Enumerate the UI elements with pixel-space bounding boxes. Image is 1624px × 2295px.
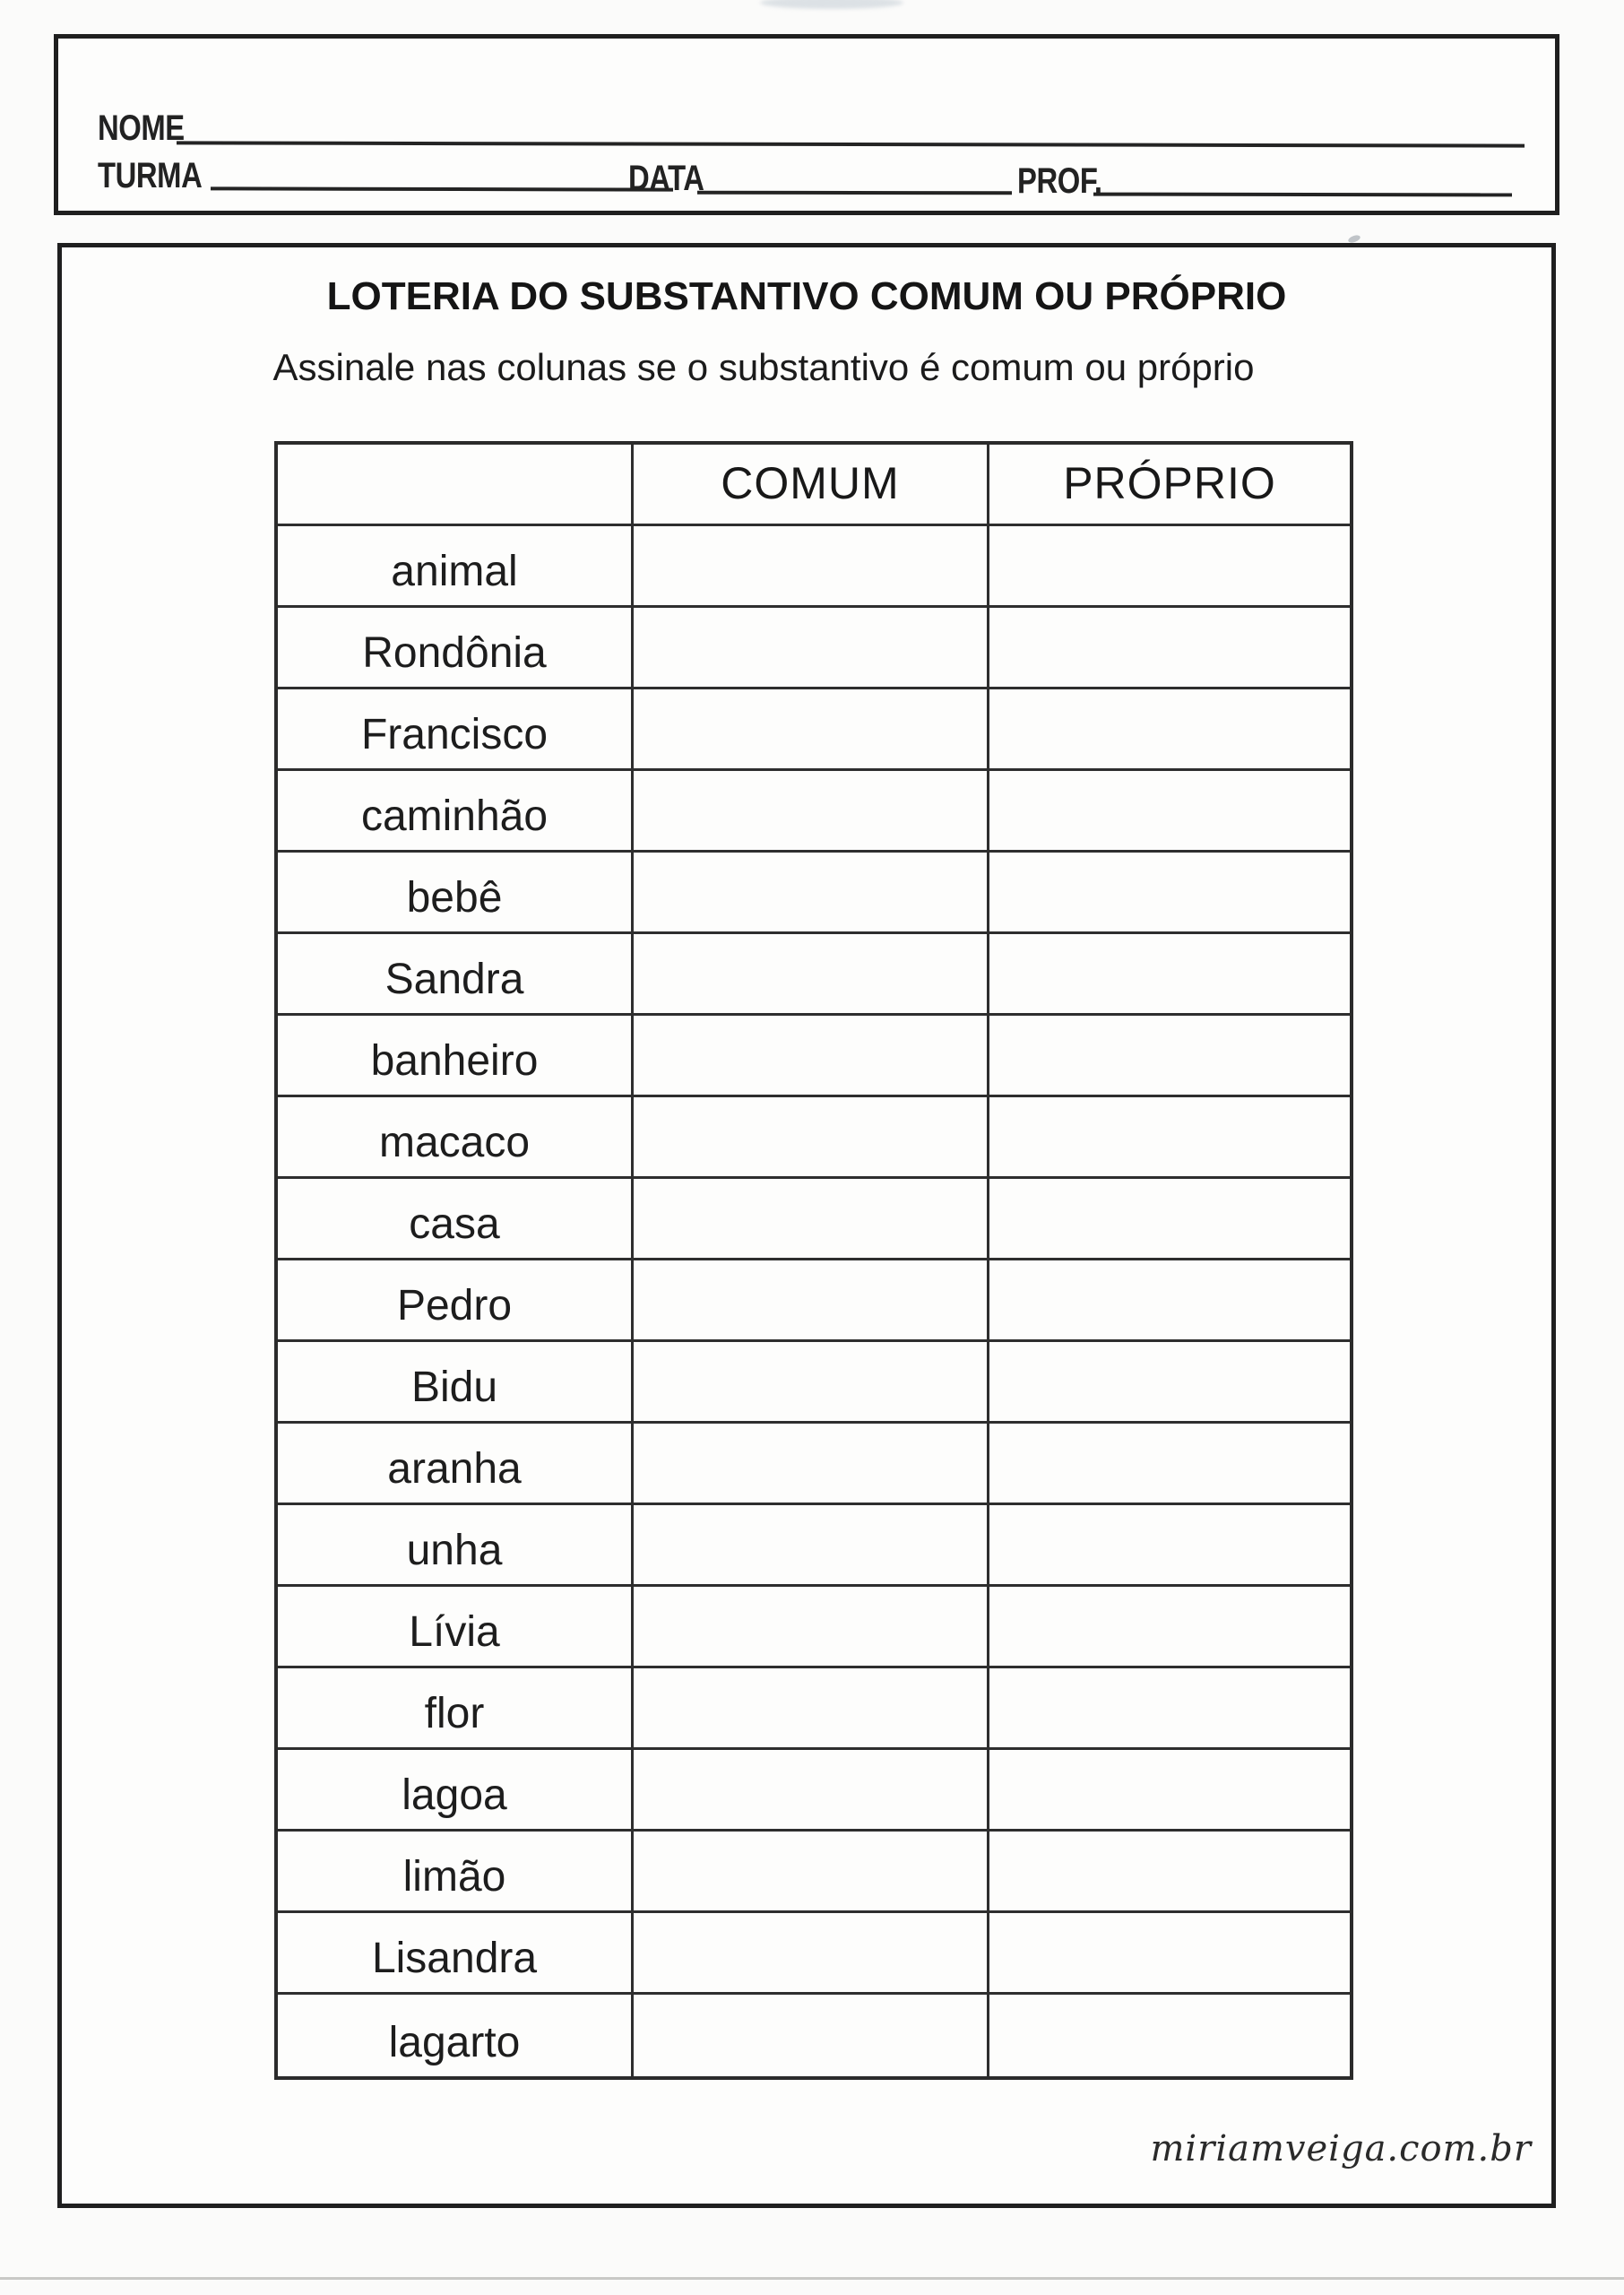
comum-answer-cell xyxy=(634,1505,989,1587)
date-blank-line xyxy=(696,190,1013,195)
lottery-table: COMUM PRÓPRIO animal Rondônia Francisco … xyxy=(274,441,1353,2080)
proprio-answer-cell xyxy=(989,1668,1350,1750)
proprio-answer-cell xyxy=(989,608,1350,689)
proprio-answer-cell xyxy=(989,1179,1350,1260)
word-cell: Francisco xyxy=(278,689,634,771)
proprio-answer-cell xyxy=(989,771,1350,853)
proprio-answer-cell xyxy=(989,1097,1350,1179)
proprio-answer-cell xyxy=(989,1832,1350,1913)
word-column-header xyxy=(278,445,634,526)
proprio-column-header: PRÓPRIO xyxy=(989,445,1350,526)
comum-answer-cell xyxy=(634,934,989,1016)
comum-answer-cell xyxy=(634,1913,989,1995)
word-cell: unha xyxy=(278,1505,634,1587)
proprio-answer-cell xyxy=(989,934,1350,1016)
proprio-answer-cell xyxy=(989,526,1350,608)
page-edge-line xyxy=(0,2277,1624,2280)
comum-answer-cell xyxy=(634,526,989,608)
comum-answer-cell xyxy=(634,1832,989,1913)
comum-answer-cell xyxy=(634,689,989,771)
worksheet-title: LOTERIA DO SUBSTANTIVO COMUM OU PRÓPRIO xyxy=(326,274,1287,318)
site-watermark: miriamveiga.com.br xyxy=(1150,2128,1532,2169)
comum-answer-cell xyxy=(634,1668,989,1750)
word-cell: lagarto xyxy=(278,1995,634,2076)
class-blank-line xyxy=(210,186,674,192)
name-blank-line xyxy=(176,141,1525,148)
comum-answer-cell xyxy=(634,1179,989,1260)
proprio-answer-cell xyxy=(989,1995,1350,2076)
comum-answer-cell xyxy=(634,853,989,934)
word-cell: banheiro xyxy=(278,1016,634,1097)
comum-answer-cell xyxy=(634,608,989,689)
name-label: NOME xyxy=(98,108,185,148)
word-cell: Bidu xyxy=(278,1342,634,1424)
date-label: DATA xyxy=(628,159,704,198)
student-info-box: NOME TURMA DATA PROF. xyxy=(54,34,1559,215)
proprio-answer-cell xyxy=(989,853,1350,934)
proprio-answer-cell xyxy=(989,1016,1350,1097)
comum-answer-cell xyxy=(634,1995,989,2076)
comum-answer-cell xyxy=(634,1587,989,1668)
word-cell: animal xyxy=(278,526,634,608)
proprio-answer-cell xyxy=(989,1587,1350,1668)
word-cell: limão xyxy=(278,1832,634,1913)
word-cell: Lívia xyxy=(278,1587,634,1668)
comum-answer-cell xyxy=(634,1424,989,1505)
worksheet-body: LOTERIA DO SUBSTANTIVO COMUM OU PRÓPRIO … xyxy=(57,243,1556,2208)
comum-answer-cell xyxy=(634,1750,989,1832)
proprio-answer-cell xyxy=(989,1913,1350,1995)
word-cell: Rondônia xyxy=(278,608,634,689)
word-cell: flor xyxy=(278,1668,634,1750)
comum-answer-cell xyxy=(634,1016,989,1097)
proprio-answer-cell xyxy=(989,689,1350,771)
proprio-answer-cell xyxy=(989,1424,1350,1505)
teacher-label: PROF. xyxy=(1017,161,1102,201)
scan-smudge xyxy=(760,0,903,9)
class-label: TURMA xyxy=(98,156,203,195)
worksheet-instruction: Assinale nas colunas se o substantivo é … xyxy=(272,346,1255,388)
word-cell: Sandra xyxy=(278,934,634,1016)
comum-answer-cell xyxy=(634,1097,989,1179)
word-cell: aranha xyxy=(278,1424,634,1505)
word-cell: caminhão xyxy=(278,771,634,853)
comum-answer-cell xyxy=(634,1342,989,1424)
proprio-answer-cell xyxy=(989,1750,1350,1832)
proprio-answer-cell xyxy=(989,1260,1350,1342)
comum-column-header: COMUM xyxy=(634,445,989,526)
teacher-blank-line xyxy=(1093,192,1513,197)
comum-answer-cell xyxy=(634,1260,989,1342)
word-cell: macaco xyxy=(278,1097,634,1179)
proprio-answer-cell xyxy=(989,1505,1350,1587)
comum-answer-cell xyxy=(634,771,989,853)
proprio-answer-cell xyxy=(989,1342,1350,1424)
word-cell: casa xyxy=(278,1179,634,1260)
word-cell: bebê xyxy=(278,853,634,934)
word-cell: Pedro xyxy=(278,1260,634,1342)
word-cell: Lisandra xyxy=(278,1913,634,1995)
word-cell: lagoa xyxy=(278,1750,634,1832)
